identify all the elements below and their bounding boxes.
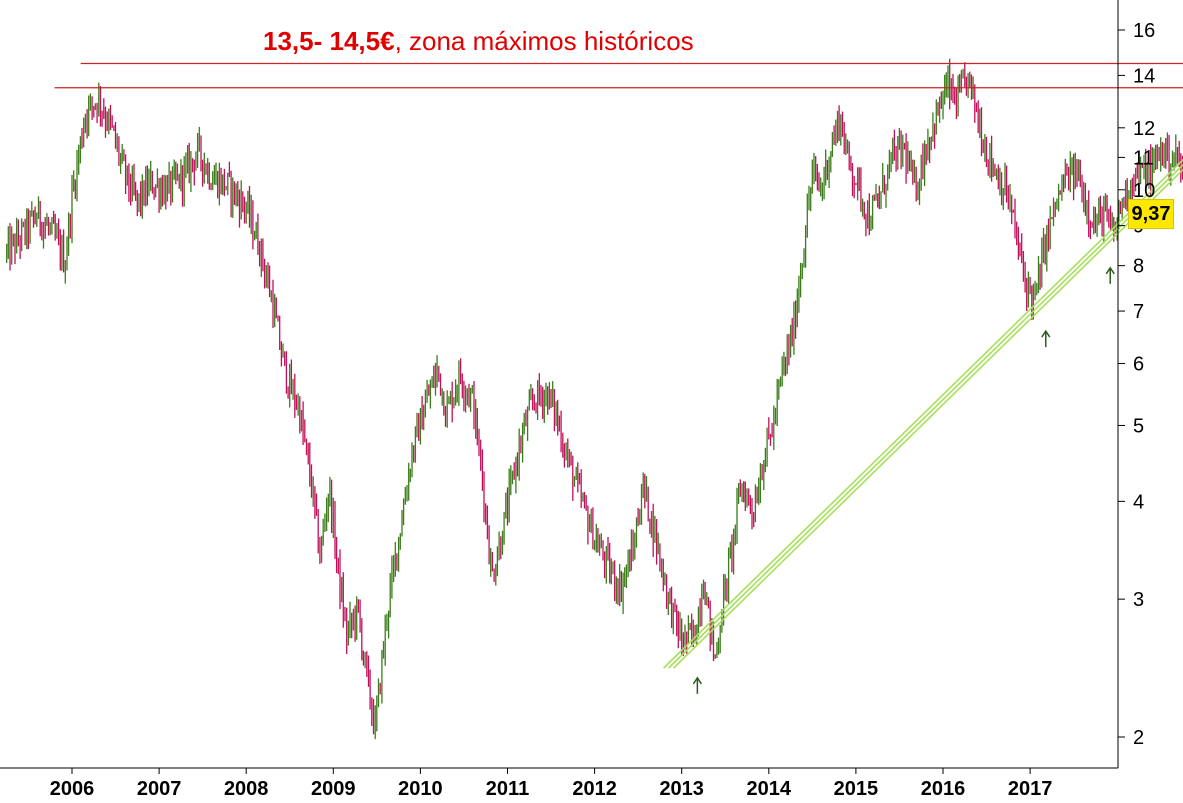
x-tick-label-11: 2017 <box>1008 778 1053 800</box>
x-tick-label-5: 2011 <box>486 778 529 800</box>
y-tick-label-3: 5 <box>1133 415 1144 437</box>
y-tick-label-12: 16 <box>1133 20 1155 42</box>
y-tick-label-9: 11 <box>1133 147 1154 169</box>
y-tick-label-11: 14 <box>1133 65 1155 87</box>
x-tick-label-8: 2014 <box>747 778 792 800</box>
trendline-0 <box>663 158 1183 669</box>
trendline-1 <box>668 163 1183 669</box>
x-tick-label-1: 2007 <box>137 778 182 800</box>
y-tick-label-1: 3 <box>1133 589 1144 611</box>
support-arrow-2 <box>1105 266 1115 284</box>
annotation-text: , zona máximos históricos <box>394 26 694 56</box>
y-tick-label-2: 4 <box>1133 491 1144 513</box>
last-price-badge: 9,37 <box>1128 199 1174 229</box>
historic-highs-annotation: 13,5- 14,5€, zona máximos históricos <box>263 28 694 54</box>
y-tick-label-6: 8 <box>1133 256 1144 278</box>
trendline-2 <box>673 168 1183 669</box>
y-tick-label-8: 10 <box>1133 180 1155 202</box>
x-tick-label-10: 2016 <box>921 778 966 800</box>
x-tick-label-2: 2008 <box>224 778 269 800</box>
annotation-value: 13,5- 14,5€ <box>263 26 395 56</box>
support-arrow-1 <box>1041 329 1051 348</box>
y-axis: 234567891011121416 <box>1117 0 1155 768</box>
x-tick-label-4: 2010 <box>398 778 443 800</box>
x-tick-label-7: 2013 <box>659 778 704 800</box>
y-tick-label-4: 6 <box>1133 353 1144 375</box>
y-tick-label-10: 12 <box>1133 118 1155 140</box>
x-tick-label-0: 2006 <box>50 778 95 800</box>
candlestick-series <box>6 58 1183 740</box>
x-tick-label-6: 2012 <box>572 778 617 800</box>
x-tick-label-9: 2015 <box>834 778 879 800</box>
chart-overlays <box>54 62 1183 694</box>
x-tick-label-3: 2009 <box>311 778 356 800</box>
y-tick-label-0: 2 <box>1133 727 1144 749</box>
support-arrow-0 <box>692 676 703 694</box>
x-axis: 2006 2007 2008 2009 2010 2011 2012 2013 2014 2015… <box>0 767 1118 800</box>
y-tick-label-5: 7 <box>1133 301 1144 323</box>
